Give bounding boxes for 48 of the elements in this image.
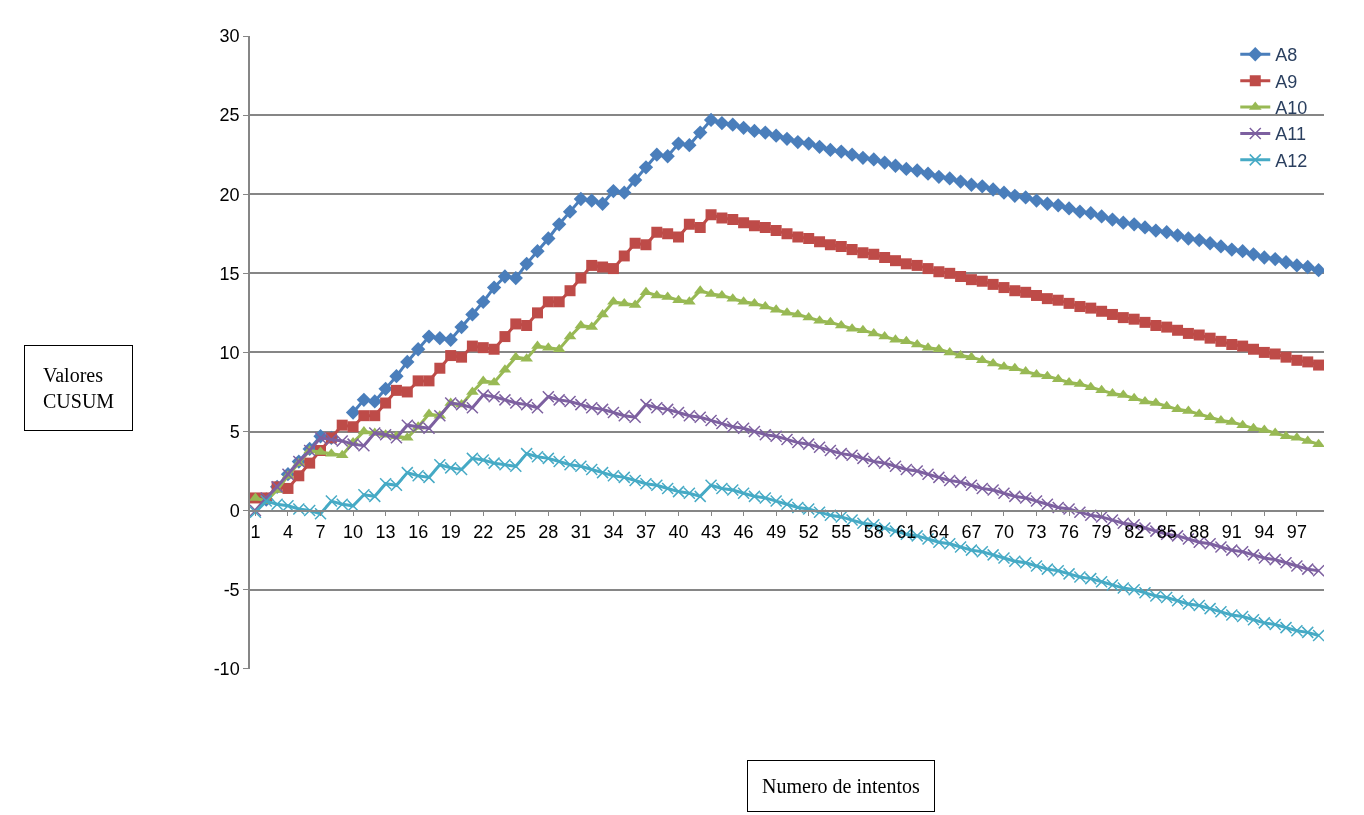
x-tick-label: 22 (473, 521, 494, 542)
x-tick-label: 4 (282, 521, 293, 542)
legend-label: A8 (1275, 45, 1298, 66)
x-tick-label: 55 (831, 521, 852, 542)
x-tick-label: 10 (343, 521, 364, 542)
legend-label: A9 (1275, 71, 1298, 92)
x-tick-label: 37 (635, 521, 656, 542)
legend-label: A10 (1275, 98, 1308, 119)
x-tick-label: 31 (570, 521, 591, 542)
x-tick-label: 1 (250, 521, 261, 542)
x-tick-label: 46 (733, 521, 754, 542)
x-tick-label: 88 (1189, 521, 1210, 542)
x-tick-label: 97 (1286, 521, 1307, 542)
y-tick-label: 25 (219, 105, 240, 126)
y-tick-label: 20 (219, 184, 240, 205)
x-tick-label: 40 (668, 521, 689, 542)
x-tick-label: 13 (375, 521, 396, 542)
x-tick-label: 28 (538, 521, 559, 542)
legend-label: A12 (1275, 150, 1308, 171)
y-tick-label: 30 (219, 26, 240, 47)
y-tick-label: -10 (213, 659, 240, 680)
x-tick-label: 34 (603, 521, 624, 542)
y-tick-label: 0 (229, 500, 240, 521)
y-tick-label: 5 (229, 421, 240, 442)
x-tick-label: 7 (315, 521, 326, 542)
x-tick-label: 58 (863, 521, 884, 542)
x-tick-label: 49 (766, 521, 787, 542)
y-tick-label: -5 (223, 579, 240, 600)
y-tick-label: 10 (219, 342, 240, 363)
x-tick-label: 67 (961, 521, 982, 542)
y-tick-label: 15 (219, 263, 240, 284)
x-tick-label: 73 (1026, 521, 1047, 542)
x-tick-label: 52 (798, 521, 819, 542)
x-tick-label: 70 (993, 521, 1014, 542)
x-tick-label: 43 (701, 521, 722, 542)
x-tick-label: 85 (1156, 521, 1177, 542)
y-axis-title: Valores CUSUM (43, 364, 115, 412)
x-tick-label: 79 (1091, 521, 1112, 542)
x-tick-label: 64 (928, 521, 949, 542)
x-tick-label: 25 (505, 521, 526, 542)
x-tick-label: 76 (1059, 521, 1080, 542)
x-tick-label: 91 (1221, 521, 1242, 542)
x-tick-label: 82 (1124, 521, 1145, 542)
x-tick-label: 16 (408, 521, 429, 542)
x-tick-label: 94 (1254, 521, 1275, 542)
legend-label: A11 (1275, 124, 1306, 145)
x-axis-title: Numero de intentos (762, 775, 920, 797)
x-tick-label: 19 (440, 521, 461, 542)
